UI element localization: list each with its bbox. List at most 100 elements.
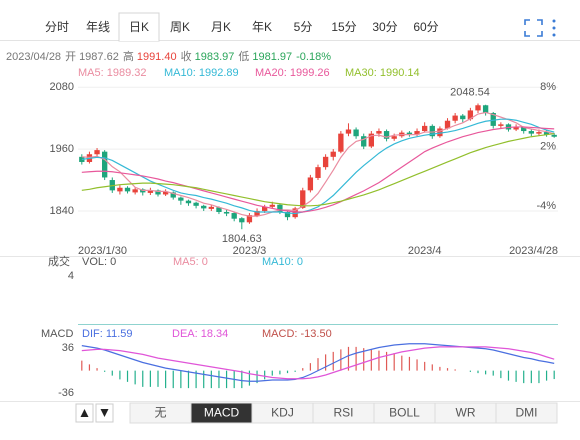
y-tick-label: 36 [62,342,74,354]
y2-tick-label: 8% [540,81,556,93]
tab[interactable]: 日K [129,20,149,34]
candle-body [353,129,359,137]
candle-body [528,131,534,134]
tab[interactable]: 分时 [45,20,69,34]
line [81,111,555,217]
legend-entry: MA20: 1999.26 [255,67,330,79]
y-tick-label: -36 [58,387,74,399]
candle-body [117,187,123,192]
y-tick-label: 4 [68,270,74,282]
high-annotation: 2048.54 [450,86,490,98]
candle-body [102,151,108,178]
close-label: 收 [181,49,192,63]
x-tick-label: 2023/1/30 [78,245,127,257]
candle-body [551,134,557,137]
tab[interactable]: 年线 [86,20,110,34]
y-tick-label: 1960 [50,143,74,155]
candle-body [460,115,466,120]
line [81,118,555,215]
candle-body [437,128,443,137]
tab[interactable]: 60分 [413,20,438,34]
candle-body [315,167,321,178]
tab[interactable]: 月K [211,20,231,34]
candle-body [383,131,390,139]
tab[interactable]: 5分 [294,20,313,34]
y-tick-label: 2080 [50,81,74,93]
candle-body [185,200,192,204]
candle-body [193,202,199,206]
candle-body [284,212,291,218]
candle-body [162,191,169,195]
y2-tick-label: 2% [540,141,556,153]
candle-body [345,129,352,134]
indicator-label[interactable]: RSI [333,406,353,420]
candle-body [361,136,367,147]
candle-body [231,213,237,219]
tab[interactable]: 15分 [331,20,356,34]
candle-body [521,127,527,132]
candle-body [536,132,542,134]
line [81,132,555,207]
indicator-label[interactable]: WR [456,406,476,420]
line [81,126,555,213]
legend-entry: MA30: 1990.14 [345,67,420,79]
legend-entry: DIF: 11.59 [82,328,133,340]
candle-body [216,207,222,212]
candle-body [338,133,344,152]
y2-tick-label: -4% [536,200,556,212]
candle-body [269,204,275,207]
y-tick-label: 1840 [50,205,74,217]
low-label: 低 [238,50,249,63]
indicator-label[interactable]: KDJ [271,406,294,420]
candle-body [223,212,230,214]
indicator-label[interactable]: MACD [204,406,240,420]
fullscreen-icon[interactable] [524,19,543,37]
candle-body [254,210,260,217]
candle-body [490,113,496,126]
candle-body [452,115,458,121]
candle-body [178,197,184,201]
candle-body [429,125,435,137]
legend-entry: DEA: 18.34 [172,328,228,340]
candle-body [406,132,413,135]
pane-title: MACD [41,328,73,340]
candle-body [239,218,245,223]
high: 1991.40 [137,51,177,63]
indicator-label[interactable]: 无 [154,406,166,420]
candle-body [475,105,481,111]
candle-body [132,189,138,193]
tab[interactable]: 30分 [372,20,397,34]
x-tick-label: 2023/4 [408,245,442,257]
candle-body [422,125,428,132]
legend-entry: MA10: 1992.89 [164,67,239,79]
candle-body [307,177,314,191]
indicator-label[interactable]: DMI [516,406,538,420]
x-tick-label: 2023/4/28 [509,245,558,257]
candle-body [513,127,519,130]
close: 1983.97 [195,51,235,63]
candle-body [208,206,214,209]
candle-body [201,205,207,209]
candle-body [322,156,329,168]
line [81,346,555,380]
indicator-label[interactable]: BOLL [389,406,420,420]
indicator-tab[interactable] [495,402,558,424]
candle-body [170,192,176,198]
tab[interactable]: 周K [170,20,190,34]
candle-body [444,120,451,129]
legend-entry: VOL: 0 [82,256,116,268]
candle-body [368,133,374,147]
quote-info: 2023/04/28 开 1987.62 高 1991.40 收 1983.97 低 1981.… [6,49,331,63]
candle-body [376,131,382,134]
active-tab [118,12,160,42]
more-icon[interactable] [552,19,556,37]
x-tick-label: 2023/3 [233,245,267,257]
candle-body [482,105,489,113]
line [81,343,555,382]
candle-body [277,204,283,212]
candle-body [330,151,336,157]
tab[interactable]: 年K [252,20,272,34]
candle-body [414,131,420,135]
candle-body [262,206,268,211]
